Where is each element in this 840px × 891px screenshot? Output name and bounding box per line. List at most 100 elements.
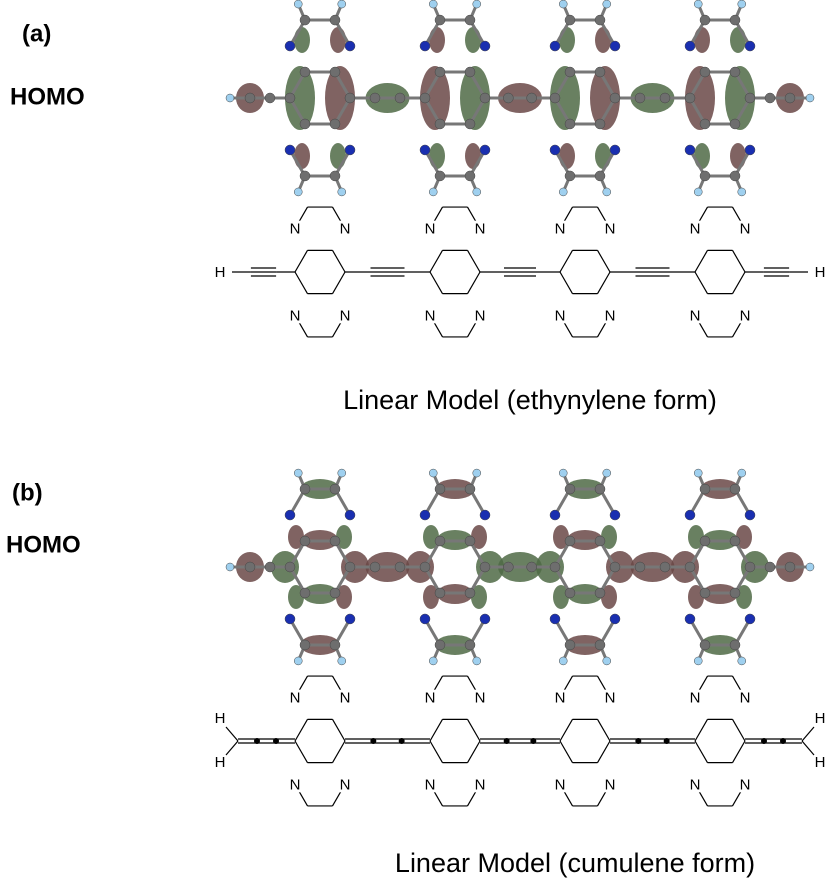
atom xyxy=(550,510,560,520)
atom-label: H xyxy=(215,264,226,281)
atom xyxy=(694,469,702,477)
bond xyxy=(468,250,481,272)
atom xyxy=(330,67,340,77)
atom xyxy=(480,510,490,520)
atom-label: N xyxy=(425,690,436,707)
atom xyxy=(330,640,340,650)
atom xyxy=(550,562,560,572)
bond xyxy=(333,272,346,294)
orbital-picture xyxy=(226,0,814,196)
atom xyxy=(435,119,445,129)
atom xyxy=(294,0,302,8)
atom xyxy=(300,588,310,598)
atom xyxy=(700,588,710,598)
atom-label: N xyxy=(425,221,436,238)
atom xyxy=(300,119,310,129)
atom-label: N xyxy=(605,690,616,707)
atom xyxy=(480,145,490,155)
atom xyxy=(565,536,575,546)
atom-label: N xyxy=(475,307,486,324)
orbital-lobe xyxy=(730,27,746,53)
panel-label: (a) xyxy=(22,20,51,47)
orbital-lobe xyxy=(429,27,445,53)
atom-label: N xyxy=(690,307,701,324)
atom xyxy=(595,171,605,181)
orbital-lobe xyxy=(694,27,710,53)
bond xyxy=(802,727,814,741)
atom xyxy=(700,67,710,77)
atom xyxy=(338,469,346,477)
atom xyxy=(559,188,567,196)
atom xyxy=(245,562,255,572)
atom-label: H xyxy=(215,710,226,727)
atom xyxy=(345,562,355,572)
atom xyxy=(435,588,445,598)
atom xyxy=(345,145,355,155)
orbital-lobe xyxy=(559,143,575,169)
bond xyxy=(333,719,346,741)
atom xyxy=(610,145,620,155)
atom xyxy=(610,41,620,51)
atom xyxy=(806,94,814,102)
atom xyxy=(745,614,755,624)
atom xyxy=(285,510,295,520)
atom xyxy=(294,188,302,196)
atom xyxy=(694,188,702,196)
atom-label: N xyxy=(740,776,751,793)
carbon-dot xyxy=(761,738,767,744)
carbon-dot xyxy=(254,738,260,744)
orbital-lobe xyxy=(330,143,346,169)
atom xyxy=(730,171,740,181)
bond xyxy=(695,250,708,272)
orbital-label: HOMO xyxy=(10,83,85,110)
atom xyxy=(730,640,740,650)
atom xyxy=(435,484,445,494)
atom xyxy=(370,562,380,572)
atom xyxy=(429,469,437,477)
bond xyxy=(468,741,481,763)
bond xyxy=(560,272,573,294)
atom xyxy=(685,510,695,520)
bond xyxy=(430,272,443,294)
atom xyxy=(300,15,310,25)
atom xyxy=(503,562,513,572)
atom xyxy=(559,0,567,8)
atom xyxy=(338,657,346,665)
atom xyxy=(738,188,746,196)
atom-label: N xyxy=(605,221,616,238)
atom xyxy=(806,563,814,571)
bond xyxy=(295,741,308,763)
atom xyxy=(345,614,355,624)
atom xyxy=(745,562,755,572)
caption: Linear Model (ethynylene form) xyxy=(343,385,717,415)
atom xyxy=(610,562,620,572)
atom xyxy=(738,469,746,477)
atom xyxy=(330,588,340,598)
atom xyxy=(694,657,702,665)
carbon-dot xyxy=(530,738,536,744)
atom xyxy=(330,119,340,129)
atom xyxy=(265,93,275,103)
atom xyxy=(565,119,575,129)
atom xyxy=(345,510,355,520)
atom xyxy=(245,93,255,103)
orbital-lobe xyxy=(294,27,310,53)
bond xyxy=(468,272,481,294)
atom xyxy=(565,67,575,77)
bond xyxy=(733,250,746,272)
bond xyxy=(295,250,308,272)
atom xyxy=(527,93,537,103)
carbon-dot xyxy=(370,738,376,744)
atom xyxy=(300,67,310,77)
atom xyxy=(465,171,475,181)
atom xyxy=(700,484,710,494)
atom-label: N xyxy=(740,221,751,238)
atom xyxy=(285,145,295,155)
orbital-lobe xyxy=(465,143,481,169)
atom xyxy=(745,510,755,520)
atom xyxy=(330,171,340,181)
atom xyxy=(730,15,740,25)
orbital-lobe xyxy=(294,143,310,169)
atom xyxy=(503,93,513,103)
atom xyxy=(429,188,437,196)
